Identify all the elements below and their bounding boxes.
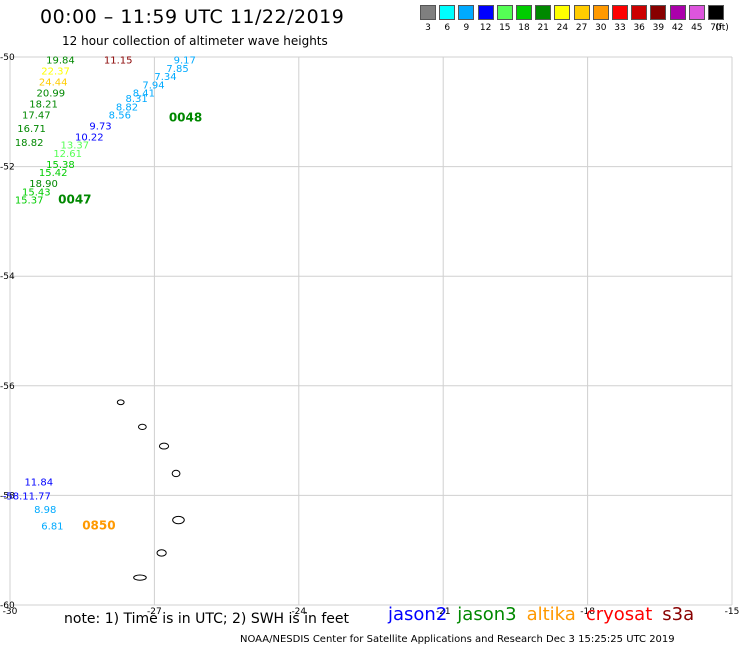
- scale-swatch: [535, 5, 552, 20]
- scale-swatch: [631, 5, 648, 20]
- satellite-legend-item: altika: [526, 604, 576, 625]
- wave-height-label: 8.56: [109, 111, 131, 122]
- scale-label: 24: [556, 23, 569, 33]
- lon-tick-label: -18: [580, 607, 595, 617]
- scale-label: 45: [691, 23, 703, 33]
- wave-height-label: 18.82: [15, 138, 44, 149]
- scale-swatch: [669, 5, 686, 20]
- wave-height-label: 18.90: [29, 179, 58, 190]
- scale-label: 30: [595, 23, 607, 33]
- scale-swatch: [573, 5, 590, 20]
- scale-swatch: [477, 5, 494, 20]
- scale-swatch: [554, 5, 571, 20]
- footer-credit: NOAA/NESDIS Center for Satellite Applica…: [240, 634, 675, 645]
- island-outline: [137, 423, 147, 431]
- footer-note: note: 1) Time is in UTC; 2) SWH is in fe…: [64, 611, 350, 627]
- scale-swatch: [458, 5, 475, 20]
- wave-height-label: 15.37: [15, 195, 44, 206]
- scale-label: 3: [425, 23, 431, 33]
- island-outline: [133, 574, 147, 581]
- lat-tick-label: -56: [0, 382, 15, 392]
- scale-label: 18: [518, 23, 530, 33]
- scale-label: 12: [479, 23, 492, 33]
- pass-time-label: 0048: [169, 110, 202, 124]
- scale-label: 27: [575, 23, 588, 33]
- wave-height-label: 8.98: [34, 505, 56, 516]
- wave-height-label: 11.15: [104, 56, 133, 67]
- chart-title: 00:00 – 11:59 UTC 11/22/2019: [40, 6, 345, 28]
- scale-unit: (ft): [715, 23, 729, 33]
- wave-height-label: 7.85: [166, 64, 188, 75]
- wave-height-label: 7.34: [154, 72, 176, 83]
- chart-subtitle: 12 hour collection of altimeter wave hei…: [62, 34, 328, 48]
- island-outline: [156, 549, 167, 557]
- scale-swatch: [612, 5, 628, 20]
- lon-tick-label: -30: [3, 607, 18, 617]
- wave-height-label: 9.73: [89, 122, 111, 133]
- lon-tick-label: -15: [725, 607, 740, 617]
- wave-height-label: 6.81: [41, 522, 63, 533]
- wave-height-label: 15.43: [22, 187, 51, 198]
- scale-swatch: [650, 5, 667, 20]
- wave-height-label: 24.44: [39, 78, 68, 89]
- scale-label: 42: [671, 23, 684, 33]
- wave-height-label: 13.37: [61, 141, 90, 152]
- lat-tick-label: -60: [0, 601, 15, 611]
- satellite-legend-item: jason2: [388, 604, 448, 625]
- satellite-legend-item: jason3: [457, 604, 517, 625]
- wave-height-label: 12.61: [53, 149, 82, 160]
- satellite-legend: jason2 jason3 altika cryosat s3a: [388, 604, 704, 625]
- wave-height-label: 16.71: [17, 124, 46, 135]
- lat-tick-label: -52: [0, 163, 15, 173]
- wave-height-label: 7.94: [142, 80, 164, 91]
- scale-label: 6: [444, 23, 451, 33]
- wave-height-label: 8.82: [116, 102, 138, 113]
- scale-swatch: [496, 5, 513, 20]
- wave-height-label: 10.22: [75, 132, 104, 143]
- scale-label: 15: [499, 23, 511, 33]
- wave-height-label: 17.47: [22, 111, 51, 122]
- island-outline: [116, 399, 125, 406]
- wave-height-label: 8.31: [126, 94, 148, 105]
- scale-swatch: [708, 5, 724, 20]
- scale-swatch: [420, 5, 436, 20]
- scale-swatch: [688, 5, 705, 20]
- scale-label: 36: [633, 23, 645, 33]
- island-outline: [172, 515, 185, 525]
- scale-swatch: [592, 5, 609, 20]
- pass-time-label: 0850: [82, 519, 115, 533]
- scale-label: 70: [710, 23, 722, 33]
- satellite-legend-item: s3a: [662, 604, 695, 625]
- lat-tick-label: -50: [0, 53, 15, 63]
- wave-height-label: -58.11.77: [3, 491, 51, 502]
- lon-tick-label: -24: [291, 607, 306, 617]
- wave-height-label: 9.17: [174, 56, 196, 67]
- wave-height-label: 22.37: [41, 67, 70, 78]
- lat-tick-label: -58: [0, 491, 15, 501]
- lon-tick-label: -21: [436, 607, 451, 617]
- scale-label: 9: [463, 23, 470, 33]
- scale-swatch: [516, 5, 532, 20]
- scale-label: 39: [652, 23, 665, 33]
- scale-label: 33: [614, 23, 626, 33]
- island-outline: [171, 469, 181, 478]
- lat-tick-label: -54: [0, 272, 15, 282]
- wave-height-label: 15.42: [39, 168, 68, 179]
- wave-height-label: 18.21: [29, 100, 58, 111]
- wave-height-label: 8.41: [133, 89, 155, 100]
- satellite-legend-item: cryosat: [585, 604, 653, 625]
- scale-swatch: [439, 5, 456, 20]
- wave-height-label: 11.84: [24, 478, 53, 489]
- lon-tick-label: -27: [147, 607, 162, 617]
- wave-height-label: 15.38: [46, 160, 75, 171]
- island-outline: [158, 442, 170, 450]
- wave-height-label: 19.84: [46, 56, 75, 67]
- scale-label: 21: [537, 23, 549, 33]
- pass-time-label: 0047: [58, 192, 91, 206]
- wave-height-label: 20.99: [36, 89, 65, 100]
